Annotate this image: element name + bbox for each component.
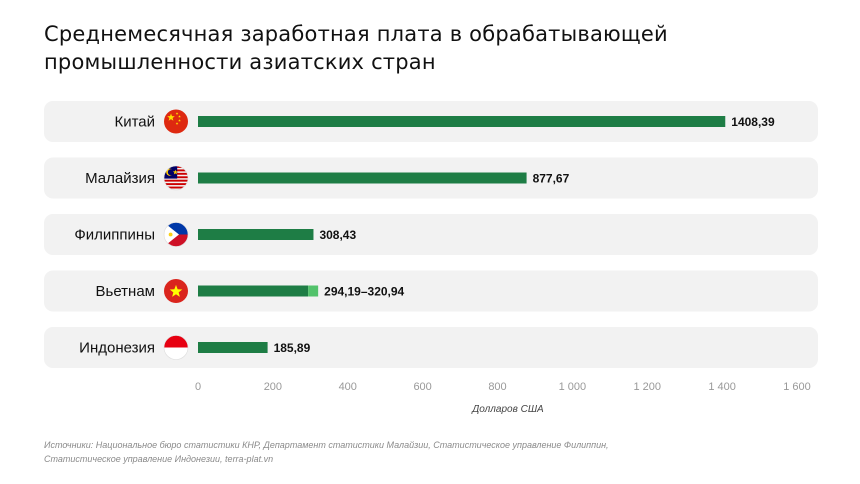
china-flag-star [175,122,179,125]
x-axis-label: Долларов США [471,404,544,415]
x-tick-label: 400 [339,381,357,393]
flag-outline [163,165,189,191]
x-tick-label: 1 200 [633,381,661,393]
value-label: 1408,39 [731,115,775,129]
bar [198,116,726,127]
malaysia-flag-star [172,169,178,175]
value-label: 185,89 [274,341,311,355]
source-footnote-line-1: Источники: Национальное бюро статистики … [44,440,609,450]
row-background [44,270,818,312]
china-flag-star [178,115,181,118]
flag-outline [163,222,189,247]
category-label: Малайзия [85,170,155,187]
x-tick-label: 1 000 [559,381,587,393]
source-footnote-line-2: Статистическое управление Индонезии, ter… [44,454,274,464]
row-background [44,327,818,368]
x-tick-label: 1 400 [708,381,736,393]
china-flag-icon [164,109,188,134]
x-tick-label: 600 [413,381,431,393]
category-label: Индонезия [79,340,155,357]
bar [198,229,314,240]
indonesia-flag-red [164,335,188,348]
value-label: 308,43 [319,228,356,242]
bar-chart: Китай 1408,39 Малайзия 877,67 Филиппины 308,4… [44,101,818,415]
china-flag-star [178,119,181,122]
flag-outline [163,335,189,360]
philippines-flag-sun [168,232,173,237]
x-tick-label: 800 [488,381,506,393]
bar [198,342,268,353]
chart-title-line-1: Среднемесячная заработная плата в обраба… [44,22,668,46]
row-background [44,214,818,255]
bar-range [308,285,319,297]
source-footnote: Источники: Национальное бюро статистики … [44,438,744,466]
category-label: Китай [114,114,155,131]
x-tick-label: 200 [264,381,282,393]
bar [198,172,527,184]
x-tick-label: 0 [195,381,201,393]
category-label: Вьетнам [96,283,155,300]
vietnam-flag-star [169,284,183,297]
value-label: 877,67 [533,172,570,186]
value-label: 294,19–320,94 [324,285,404,299]
china-flag-star [167,113,175,121]
indonesia-flag-white [164,347,188,360]
malaysia-flag-stripe [164,179,188,182]
chart-title-line-2: промышленности азиатских стран [44,50,436,74]
chart-title: Среднемесячная заработная плата в обраба… [44,20,824,76]
x-tick-label: 1 600 [783,381,811,393]
malaysia-flag-stripe [164,186,188,189]
malaysia-flag-crescent-cut [167,169,175,176]
malaysia-flag-stripe [164,183,188,186]
bar [198,285,309,297]
china-flag-star [175,112,179,115]
category-label: Филиппины [74,227,155,244]
